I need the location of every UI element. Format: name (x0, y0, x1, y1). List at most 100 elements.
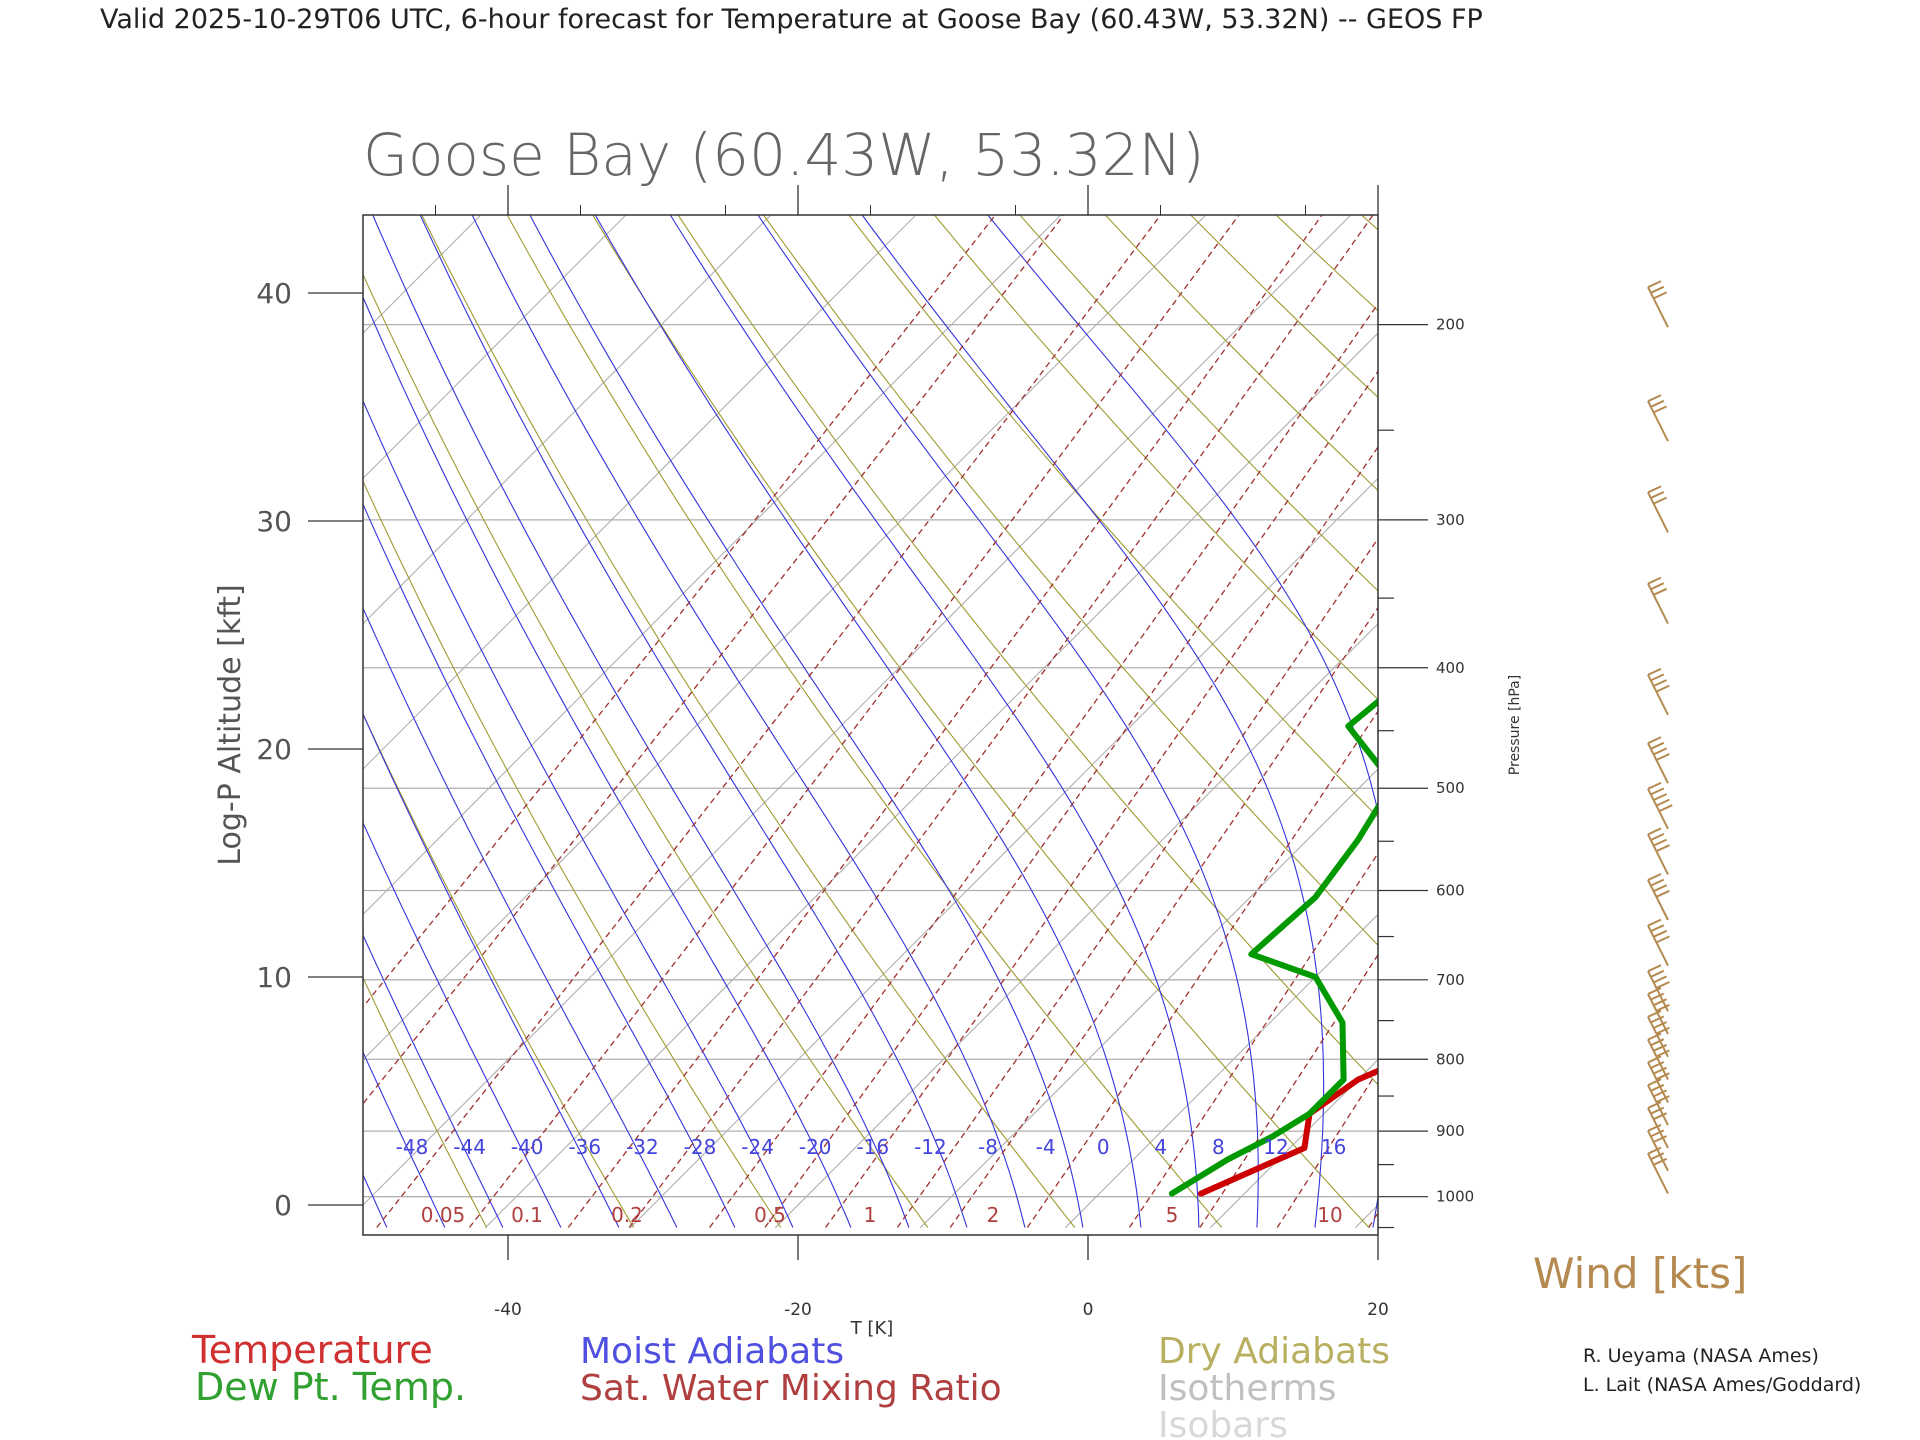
wind-barb-staff (1647, 1039, 1669, 1081)
wind-barb-staff (1647, 286, 1669, 328)
wind-barb-flag (1647, 1123, 1662, 1132)
wind-barb-flag (1647, 1078, 1662, 1087)
moist-adiabat-label: 12 (1263, 1135, 1288, 1159)
dry-adiabat-line (0, 165, 46, 1228)
wind-barb-staff (1647, 833, 1669, 875)
mixing-ratio-line (764, 370, 1378, 1228)
wind-barb-staff (1647, 1061, 1669, 1103)
wind-barb-flag (1650, 673, 1665, 682)
background-lines (0, 165, 1920, 1229)
mixing-ratio-line (1533, 165, 1920, 1228)
isotherm-line (774, 622, 1378, 1229)
wind-barb-staff (1647, 1084, 1669, 1126)
dry-adiabat-line (363, 480, 782, 1228)
wind-barb-flag (1655, 889, 1670, 898)
wind-barb-flag (1653, 1112, 1668, 1121)
wind-barb-flag (1653, 496, 1668, 505)
wind-barb-flag (1647, 280, 1662, 289)
moist-adiabat-label: -40 (511, 1135, 544, 1159)
y2-axis-label: Pressure [hPa] (1507, 675, 1523, 775)
moist-adiabat-line (669, 215, 1200, 1228)
moist-adiabat-label: -28 (684, 1135, 717, 1159)
legend-temperature: Temperature (191, 1328, 433, 1372)
mixing-ratio-line (567, 215, 1323, 1228)
wind-barb-staff (1647, 583, 1669, 625)
wind-barb-staff (1647, 400, 1669, 442)
pressure-tick-label: 700 (1436, 971, 1465, 989)
wind-barb-staff (1647, 742, 1669, 784)
wind-barb-flag (1647, 736, 1662, 745)
wind-barb-flag (1653, 405, 1668, 414)
mixing-ratio-line (1276, 1069, 1378, 1228)
wind-barb-staff (1647, 879, 1669, 921)
wind-barb-flag (1650, 1083, 1665, 1092)
moist-adiabat-line (987, 215, 1378, 1228)
mixing-ratio-label: 5 (1166, 1203, 1179, 1227)
moist-adiabat-line (419, 215, 968, 1228)
moist-adiabat-label: -32 (626, 1135, 659, 1159)
wind-barb-flag (1650, 787, 1665, 796)
dry-adiabat-line (421, 215, 1076, 1228)
wind-barb-flag (1647, 964, 1662, 973)
x-tick-label: 0 (1083, 1300, 1094, 1320)
wind-barb-staff (1647, 1130, 1669, 1172)
moist-adiabat-label: -24 (741, 1135, 774, 1159)
wind-barb-flag (1653, 1089, 1668, 1098)
wind-barb-staff (1647, 674, 1669, 716)
moist-adiabat-line (861, 215, 1325, 1228)
legend-isobars: Isobars (1158, 1405, 1288, 1440)
moist-adiabat-label: 8 (1212, 1135, 1225, 1159)
wind-barb-flag (1653, 1043, 1668, 1052)
wind-barb-flag (1655, 1026, 1670, 1035)
moist-adiabat-label: 0 (1097, 1135, 1110, 1159)
wind-barb-flag (1650, 285, 1665, 294)
isotherm-line (484, 332, 1378, 1229)
y-tick-label: 20 (256, 733, 292, 766)
wind-barb-flag (1647, 827, 1662, 836)
pressure-tick-label: 800 (1436, 1050, 1465, 1068)
wind-barb-flag (1655, 798, 1670, 807)
legend-mixing-ratio: Sat. Water Mixing Ratio (580, 1368, 1002, 1409)
wind-barb-flag (1655, 935, 1670, 944)
wind-barb-staff (1647, 993, 1669, 1035)
wind-barb-flag (1647, 918, 1662, 927)
moist-adiabat-line (363, 821, 562, 1228)
wind-barb-flag (1655, 844, 1670, 853)
wind-barb-flag (1650, 399, 1665, 408)
dry-adiabat-line (1638, 165, 1920, 1228)
chart-title: Goose Bay (60.43W, 53.32N) (363, 121, 1204, 189)
wind-barb-flag (1653, 929, 1668, 938)
wind-barb-flag (1655, 1003, 1670, 1012)
wind-barb-flag (1650, 1129, 1665, 1138)
pressure-tick-label: 400 (1436, 659, 1465, 677)
mixing-ratio-label: 0.2 (611, 1203, 643, 1227)
dry-adiabat-line (1803, 165, 1920, 1228)
isotherm-line (363, 215, 1062, 916)
mixing-ratio-line (825, 445, 1378, 1228)
dry-adiabat-line (1886, 165, 1920, 1228)
wind-barb-flag (1655, 1095, 1670, 1103)
dry-adiabat-line (0, 165, 193, 1228)
wind-barbs (1647, 280, 1673, 1195)
dry-adiabat-line (363, 712, 635, 1228)
wind-barb-flag (1653, 679, 1668, 687)
isotherm-line (919, 768, 1378, 1229)
mixing-ratio-line (468, 215, 1240, 1228)
wind-barb-flag (1647, 1101, 1662, 1109)
mixing-ratio-label: 0.1 (511, 1203, 543, 1227)
pressure-tick-label: 500 (1436, 779, 1465, 797)
moist-adiabat-label: 4 (1154, 1135, 1167, 1159)
wind-barb-flag (1650, 1038, 1665, 1047)
moist-adiabat-label: -4 (1036, 1135, 1056, 1159)
isotherm-line (0, 202, 349, 1228)
temperature-line (1197, 1067, 1378, 1197)
wind-barb-flag (1650, 582, 1665, 591)
wind-barb-flag (1647, 873, 1662, 881)
isotherm-line (363, 215, 1352, 1206)
mixing-ratio-label: 0.05 (421, 1203, 466, 1227)
wind-barb-staff (1647, 788, 1669, 830)
dry-adiabat-line (1390, 165, 1920, 1228)
plot-frame (362, 214, 1379, 1236)
moist-adiabat-label: -48 (396, 1135, 429, 1159)
